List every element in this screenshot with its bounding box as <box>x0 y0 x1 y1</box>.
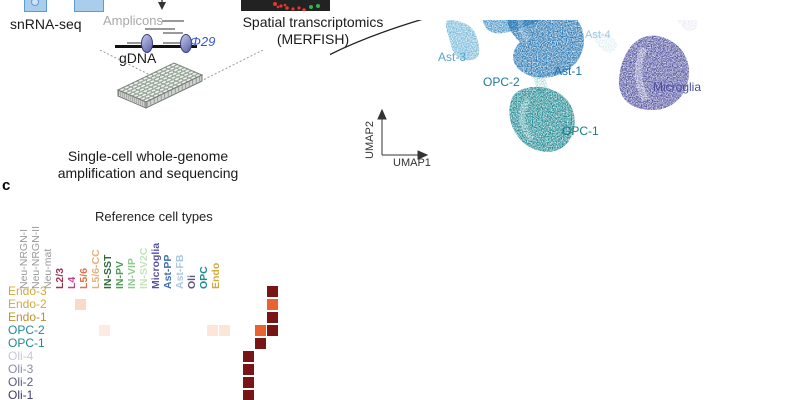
svg-text:Ast-3: Ast-3 <box>438 50 466 64</box>
svg-text:Microglia: Microglia <box>653 80 701 94</box>
svg-text:OPC-2: OPC-2 <box>483 75 520 89</box>
svg-text:Ast-1: Ast-1 <box>554 64 582 78</box>
svg-text:Ast-4: Ast-4 <box>585 29 611 41</box>
svg-text:OPC-1: OPC-1 <box>562 124 599 138</box>
svg-text:UMAP1: UMAP1 <box>393 157 431 169</box>
svg-text:UMAP2: UMAP2 <box>364 121 376 159</box>
